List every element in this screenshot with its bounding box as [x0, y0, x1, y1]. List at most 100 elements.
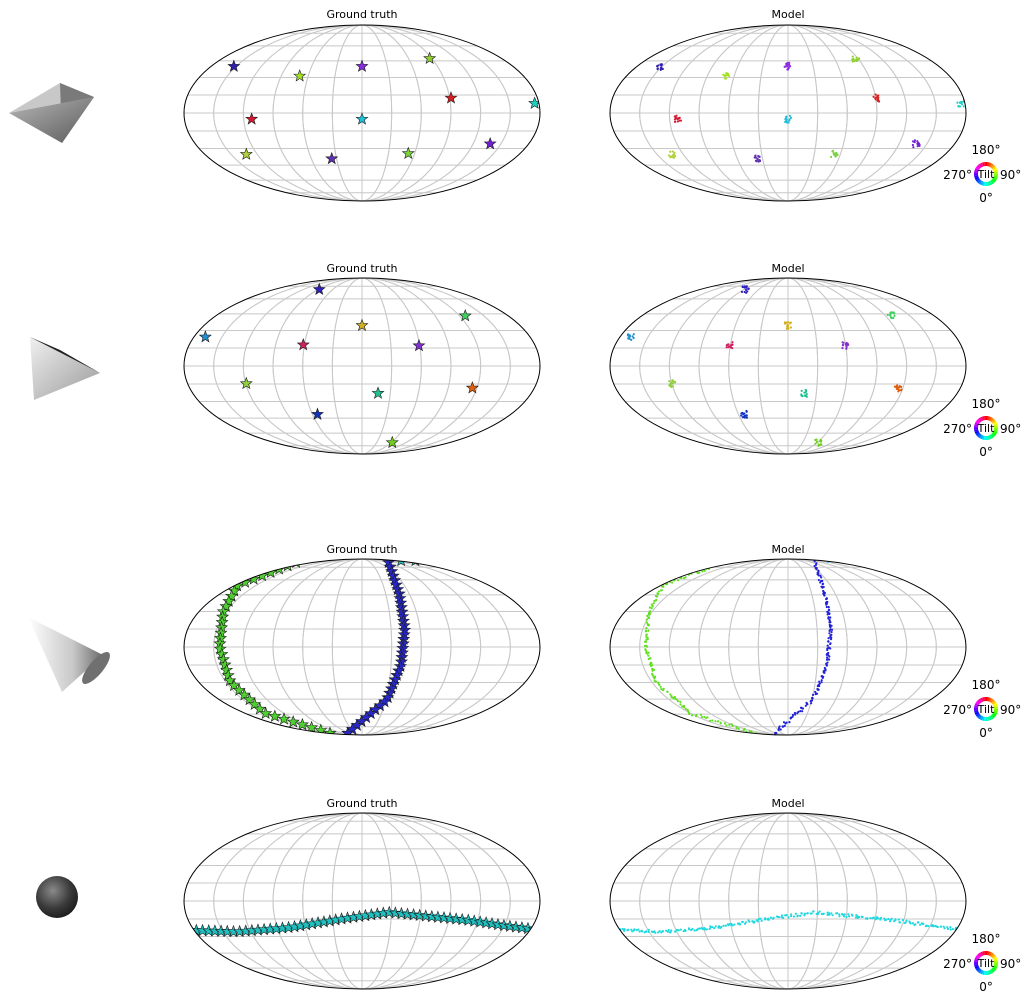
prediction-dot: [753, 920, 756, 923]
colorwheel-segment: [986, 416, 989, 421]
graticule-meridian: [242, 559, 482, 735]
star-marker: [527, 922, 540, 935]
prediction-dot: [724, 924, 727, 927]
colorwheel-segment: [981, 162, 985, 167]
prediction-dot: [794, 912, 797, 915]
prediction-dot: [777, 728, 780, 732]
colorwheel-segment: [992, 703, 998, 707]
colorwheel-segment: [980, 180, 984, 186]
prediction-dot: [747, 287, 750, 291]
prediction-dot: [653, 677, 656, 680]
prediction-dot: [684, 576, 687, 579]
star-marker: [443, 911, 457, 925]
prediction-dot: [610, 408, 613, 411]
graticule-meridian: [272, 25, 452, 201]
prediction-dot: [682, 577, 686, 580]
prediction-dot: [740, 412, 743, 415]
mollweide-plot: [183, 24, 541, 202]
prediction-dot: [705, 928, 708, 931]
prediction-dot: [633, 928, 636, 931]
prediction-dot: [830, 912, 833, 915]
prediction-dot: [650, 607, 653, 610]
colorwheel-segment: [981, 970, 985, 975]
star-marker: [412, 338, 426, 352]
prediction-dot: [645, 627, 648, 630]
prediction-dot: [673, 695, 676, 699]
colorwheel-segment: [990, 952, 994, 957]
prediction-dot: [667, 154, 671, 157]
graticule: [184, 278, 540, 454]
colorwheel-segment: [978, 417, 982, 422]
prediction-dot: [799, 710, 802, 713]
colorwheel-center-label: Tilt: [977, 168, 995, 181]
star-marker: [431, 910, 445, 923]
colorwheel-segment: [986, 435, 989, 440]
star-marker: [218, 658, 232, 671]
data-marks: [213, 559, 422, 735]
prediction-dot: [699, 713, 703, 716]
prediction-dot: [913, 141, 916, 144]
prediction-dot: [818, 910, 821, 913]
prediction-dot: [805, 392, 808, 396]
prediction-dot: [820, 912, 823, 915]
prediction-dot: [671, 581, 674, 584]
prediction-dot: [647, 930, 650, 934]
prediction-dot: [691, 927, 694, 931]
prediction-dot: [743, 416, 747, 419]
colorwheel-segment: [987, 951, 991, 956]
graticule-meridian: [668, 813, 908, 989]
colorwheel-segment: [976, 968, 981, 973]
prediction-dot: [835, 559, 838, 562]
colorwheel-segment: [975, 420, 980, 424]
graticule-meridian: [213, 559, 511, 735]
prediction-dot: [711, 719, 714, 722]
colorwheel-segment: [978, 715, 982, 720]
prediction-dot: [845, 347, 848, 350]
prediction-dot: [647, 611, 651, 615]
graticule-meridian: [639, 559, 937, 735]
colorwheel-segment: [990, 417, 994, 422]
prediction-dot: [640, 930, 644, 933]
prediction-dot: [756, 158, 759, 161]
data-marks: [227, 51, 540, 165]
prediction-dot: [728, 345, 732, 348]
prediction-dot: [825, 662, 828, 665]
prediction-dot: [803, 914, 806, 917]
prediction-dot: [844, 342, 847, 346]
prediction-dot: [786, 68, 790, 71]
colorwheel-top-label: 180°: [972, 397, 1001, 411]
star-marker: [341, 726, 355, 735]
prediction-dot: [724, 77, 728, 80]
star-marker: [312, 282, 326, 295]
prediction-dot: [665, 929, 668, 932]
prediction-dot: [740, 414, 743, 417]
prediction-dot: [690, 714, 694, 717]
octahedron-icon: [9, 83, 94, 143]
prediction-dot: [858, 57, 861, 60]
colorwheel-segment: [991, 968, 996, 973]
prediction-dot: [621, 928, 625, 931]
prediction-dot: [946, 927, 950, 931]
prediction-dot: [916, 145, 919, 148]
prediction-dot: [647, 651, 650, 654]
colorwheel-segment: [976, 179, 981, 184]
star-marker: [239, 147, 253, 160]
data-marks: [656, 55, 966, 163]
prediction-dot: [912, 146, 915, 149]
prediction-dot: [737, 727, 740, 730]
prediction-dot: [784, 118, 787, 121]
prediction-dot: [754, 154, 757, 157]
prediction-dot: [644, 640, 647, 643]
prediction-dot: [657, 683, 661, 686]
prediction-dot: [769, 916, 773, 919]
prediction-dot: [829, 155, 833, 159]
colorwheel-segment: [993, 423, 998, 427]
prediction-dot: [826, 648, 829, 652]
prediction-dot: [714, 925, 717, 928]
graticule: [610, 25, 966, 201]
prediction-dot: [959, 929, 962, 932]
mollweide-plot: [183, 812, 541, 990]
prediction-dot: [645, 652, 649, 655]
prediction-dot: [843, 913, 846, 916]
prediction-dot: [828, 612, 831, 616]
